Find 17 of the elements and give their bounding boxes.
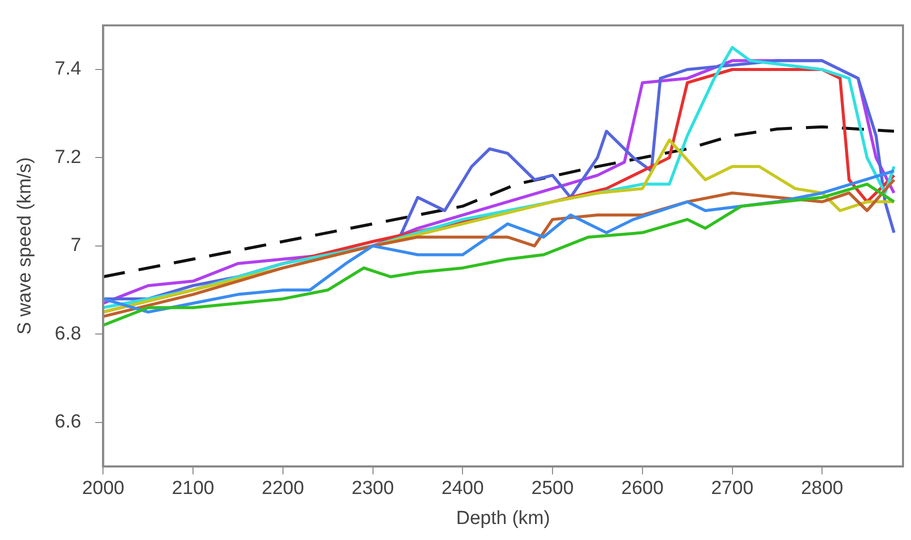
x-tick-label: 2300 bbox=[352, 478, 394, 500]
x-tick-label: 2800 bbox=[800, 478, 844, 500]
y-tick-label: 7 bbox=[70, 235, 82, 256]
x-axis-title: Depth (km) bbox=[456, 508, 550, 529]
x-tick-label: 2600 bbox=[621, 478, 664, 500]
y-tick-label: 7.4 bbox=[54, 58, 82, 80]
y-axis-title: S wave speed (km/s) bbox=[14, 157, 36, 335]
x-tick-label: 2400 bbox=[442, 478, 484, 500]
line-series bbox=[103, 125, 896, 278]
y-tick-label: 6.8 bbox=[54, 323, 82, 344]
x-tick-label: 2700 bbox=[711, 478, 754, 500]
y-tick-label: 6.6 bbox=[54, 412, 82, 433]
x-tick-label: 2000 bbox=[82, 478, 124, 500]
x-tick-label: 2200 bbox=[262, 478, 304, 500]
x-tick-label: 2500 bbox=[531, 478, 574, 500]
x-tick-label: 2100 bbox=[172, 478, 214, 500]
y-tick-label: 7.2 bbox=[54, 146, 82, 168]
